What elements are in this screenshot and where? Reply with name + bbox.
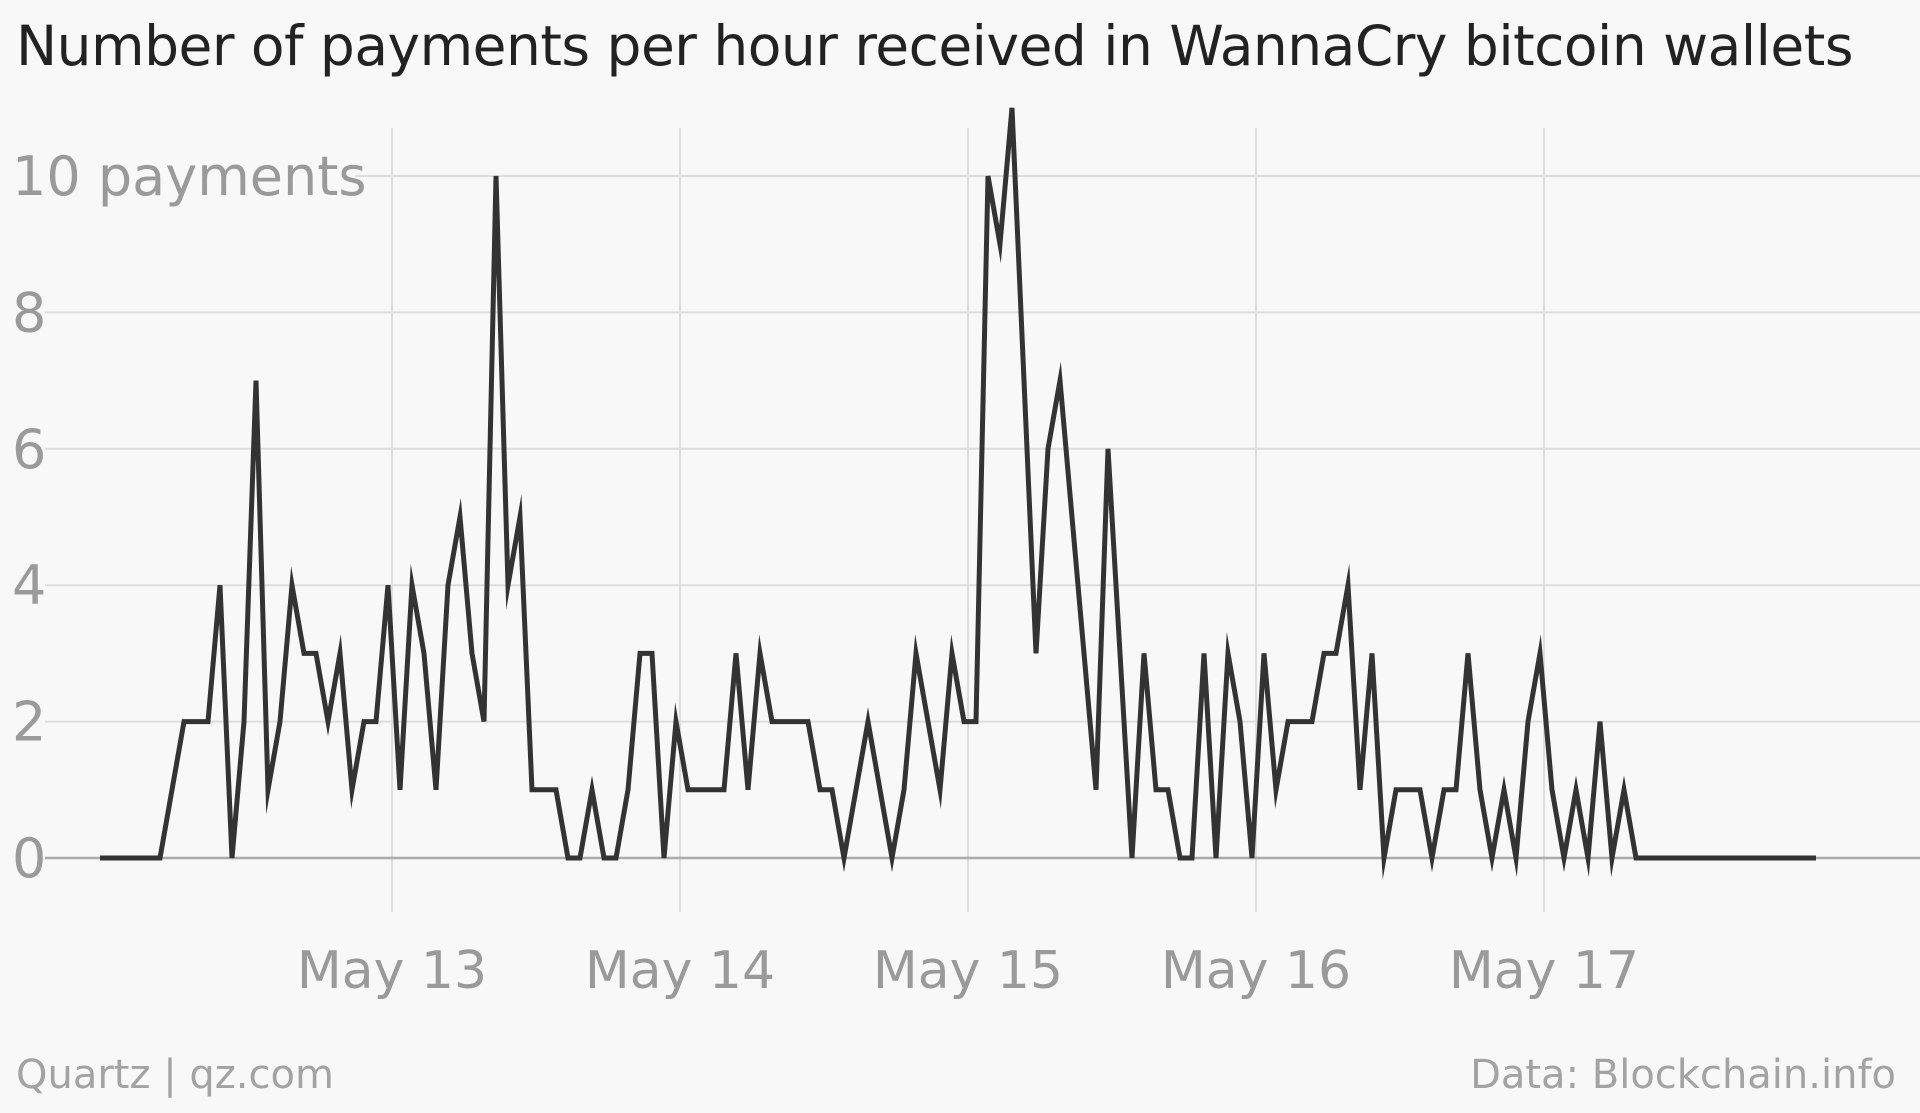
y-tick-label-bg	[0, 549, 45, 622]
x-tick-label: May 14	[585, 941, 775, 1001]
y-tick-label-bg	[0, 140, 355, 212]
y-tick-label-bg	[0, 412, 45, 485]
y-tick-label-bg	[0, 685, 45, 758]
series-line-payments	[100, 107, 1816, 880]
footer-source: Data: Blockchain.info	[1470, 1052, 1896, 1098]
grid-layer	[0, 128, 1920, 912]
y-tick-label: 4	[12, 554, 46, 617]
x-tick-label: May 16	[1161, 941, 1351, 1001]
y-axis-ticks: 0 2 4 6 8 10 payments	[0, 140, 367, 894]
x-axis-ticks: May 13 May 14 May 15 May 16 May 17	[297, 941, 1639, 1001]
y-tick-label: 10 payments	[12, 145, 367, 208]
y-tick-label: 0	[12, 827, 46, 890]
y-tick-label-bg	[0, 822, 45, 894]
y-tick-label: 8	[12, 281, 46, 344]
x-tick-label: May 15	[873, 941, 1063, 1001]
y-tick-label: 2	[12, 691, 46, 754]
y-tick-label: 6	[12, 418, 46, 481]
y-tick-label-bg	[0, 276, 45, 349]
x-tick-label: May 17	[1449, 941, 1639, 1001]
footer-credit: Quartz | qz.com	[16, 1052, 334, 1098]
chart-title: Number of payments per hour received in …	[16, 14, 1853, 78]
series-layer	[100, 107, 1816, 880]
x-tick-label: May 13	[297, 941, 487, 1001]
